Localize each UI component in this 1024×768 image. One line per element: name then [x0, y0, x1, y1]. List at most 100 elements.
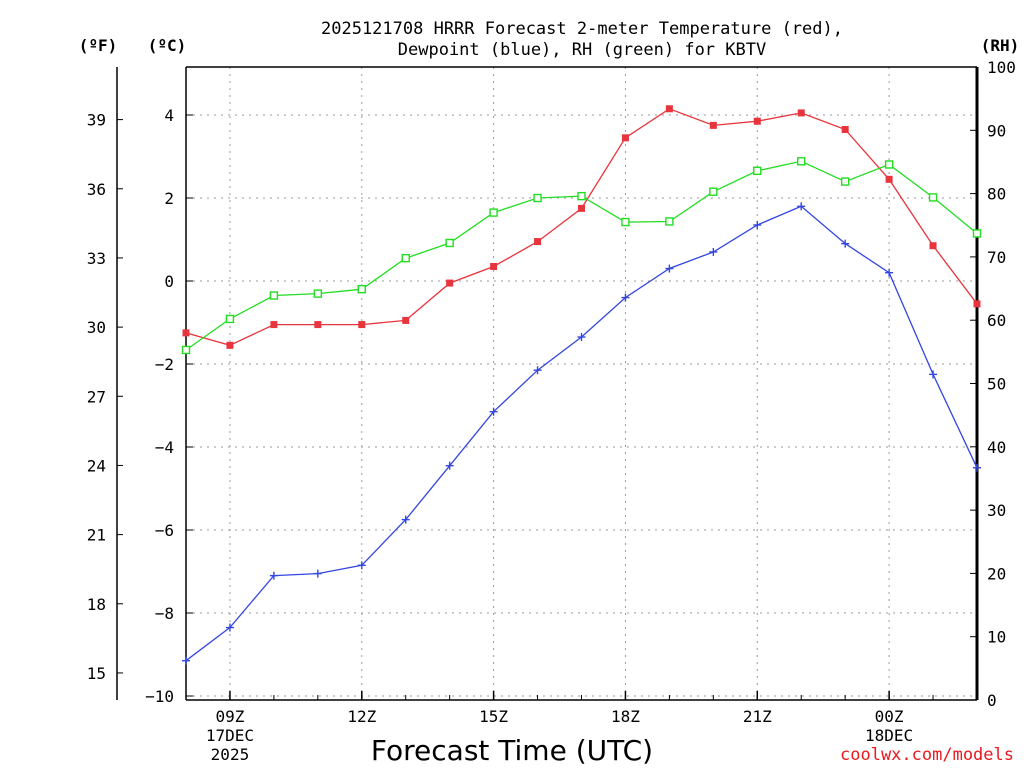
data-point-dewpoint [357, 561, 366, 570]
data-point-rh [928, 193, 938, 202]
data-point-dewpoint [665, 264, 674, 273]
data-point-rh [665, 217, 674, 226]
data-point-rh [621, 217, 630, 227]
fahrenheit-tick-label: 24 [87, 456, 106, 475]
x-tick-label: 18DEC [865, 726, 913, 745]
series-temperature [182, 105, 981, 349]
celsius-tick-label: −10 [145, 687, 174, 706]
data-point-dewpoint [577, 333, 586, 342]
series-rh [181, 157, 982, 355]
celsius-tick-label: −4 [155, 438, 174, 457]
rh-tick-label: 60 [987, 311, 1006, 330]
chart-title-line2: Dewpoint (blue), RH (green) for KBTV [398, 40, 766, 60]
data-point-temperature [709, 121, 717, 129]
celsius-tick-label: −8 [155, 604, 174, 623]
fahrenheit-tick-label: 18 [87, 595, 106, 614]
data-point-dewpoint [489, 407, 498, 416]
data-point-rh [797, 157, 806, 166]
data-point-temperature [270, 321, 278, 329]
fahrenheit-tick-label: 21 [87, 526, 106, 545]
rh-axis-unit: (RH) [981, 36, 1020, 55]
rh-tick-label: 90 [987, 121, 1006, 140]
data-point-temperature [797, 109, 805, 117]
series-dewpoint [182, 202, 981, 665]
data-point-temperature [841, 126, 849, 134]
celsius-tick-label: 4 [164, 106, 174, 125]
data-point-temperature [973, 300, 981, 308]
data-point-dewpoint [973, 463, 981, 472]
data-point-temperature [929, 242, 937, 250]
celsius-tick-label: 2 [164, 189, 174, 208]
celsius-tick-label: −6 [155, 521, 174, 540]
rh-tick-label: 0 [987, 691, 997, 710]
rh-tick-label: 80 [987, 185, 1006, 204]
axes: 420−2−4−6−8−1039363330272421181510090807… [87, 58, 1016, 710]
credit-link[interactable]: coolwx.com/models [840, 745, 1014, 765]
data-point-temperature [490, 262, 498, 270]
data-point-temperature [358, 321, 366, 329]
x-tick-label: 00Z [875, 707, 904, 726]
x-tick-label: 15Z [479, 707, 508, 726]
data-point-dewpoint [313, 569, 322, 578]
x-tick-label: 09Z [215, 707, 244, 726]
fahrenheit-tick-label: 39 [87, 111, 106, 130]
data-point-dewpoint [225, 623, 234, 632]
rh-tick-label: 70 [987, 248, 1006, 267]
data-point-temperature [578, 204, 585, 212]
fahrenheit-tick-label: 30 [87, 318, 106, 337]
rh-tick-label: 10 [987, 628, 1006, 647]
data-point-dewpoint [797, 202, 806, 211]
data-point-rh [577, 191, 586, 201]
data-point-rh [445, 238, 454, 248]
data-point-temperature [402, 316, 410, 324]
fahrenheit-tick-label: 36 [87, 180, 106, 199]
data-point-temperature [226, 341, 234, 349]
data-point-dewpoint [841, 239, 850, 248]
celsius-tick-label: −2 [155, 355, 174, 374]
data-point-temperature [665, 105, 673, 113]
data-point-temperature [446, 279, 454, 287]
chart-title-line1: 2025121708 HRRR Forecast 2-meter Tempera… [321, 19, 843, 39]
fahrenheit-tick-label: 33 [87, 249, 106, 268]
x-tick-label: 21Z [743, 707, 772, 726]
celsius-tick-label: 0 [164, 272, 174, 291]
data-point-rh [313, 289, 323, 298]
data-point-rh [533, 193, 542, 203]
data-point-rh [884, 160, 894, 169]
data-point-dewpoint [269, 571, 278, 580]
celsius-axis-unit: (ºC) [148, 36, 187, 55]
data-point-temperature [621, 134, 629, 142]
data-point-dewpoint [445, 461, 454, 470]
data-point-dewpoint [533, 366, 542, 375]
rh-tick-label: 20 [987, 564, 1006, 583]
data-point-dewpoint [709, 247, 718, 256]
data-point-temperature [314, 321, 322, 329]
x-tick-label: 17DEC [206, 726, 254, 745]
x-axis-label: Forecast Time (UTC) [371, 734, 653, 767]
data-point-dewpoint [885, 268, 894, 277]
fahrenheit-axis-unit: (ºF) [79, 36, 118, 55]
data-point-dewpoint [753, 220, 762, 229]
data-series [181, 105, 982, 665]
rh-tick-label: 100 [987, 58, 1016, 77]
data-point-temperature [534, 238, 542, 246]
data-point-rh [225, 314, 235, 324]
data-point-temperature [753, 117, 761, 125]
data-point-temperature [885, 175, 893, 183]
data-point-dewpoint [182, 656, 190, 665]
data-point-dewpoint [929, 370, 938, 379]
data-point-rh [840, 177, 850, 186]
data-point-rh [181, 345, 191, 355]
x-tick-label: 2025 [211, 745, 250, 764]
fahrenheit-tick-label: 15 [87, 664, 106, 683]
data-point-dewpoint [621, 293, 630, 302]
data-point-rh [357, 284, 366, 294]
fahrenheit-tick-label: 27 [87, 387, 106, 406]
data-point-rh [972, 229, 982, 238]
data-point-dewpoint [401, 515, 410, 524]
data-point-rh [401, 253, 410, 263]
data-point-rh [709, 187, 718, 196]
